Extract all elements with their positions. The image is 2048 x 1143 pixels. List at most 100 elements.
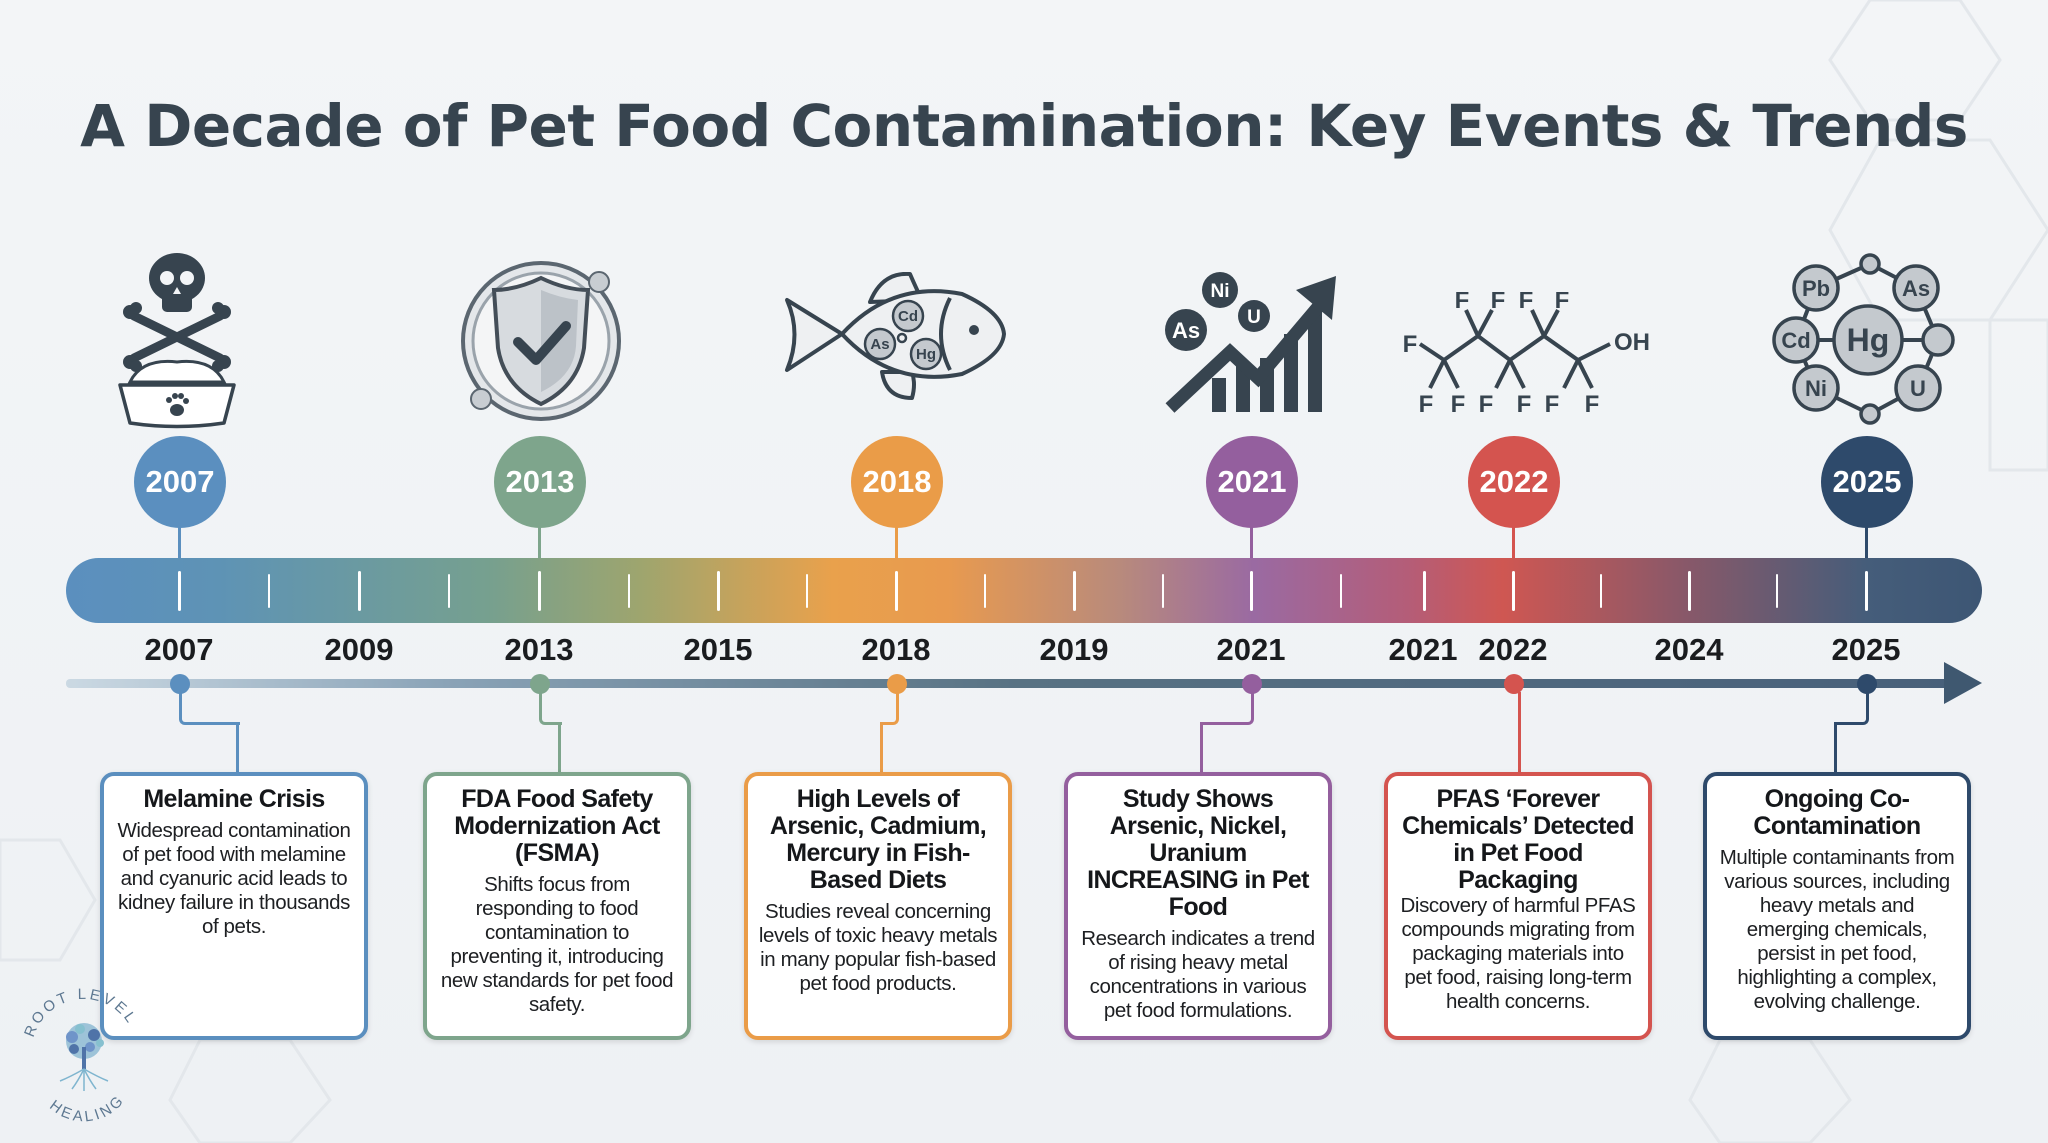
svg-text:F: F bbox=[1455, 292, 1470, 314]
card-title: Melamine Crisis bbox=[143, 785, 325, 813]
bubble-stem bbox=[178, 526, 181, 560]
axis-year-label: 2021 bbox=[1216, 632, 1286, 667]
timeline-axis-line bbox=[66, 679, 1966, 688]
bubble-stem bbox=[895, 526, 898, 560]
minor-tick bbox=[1776, 574, 1778, 608]
minor-tick bbox=[448, 574, 450, 608]
minor-tick bbox=[1600, 574, 1602, 608]
major-tick bbox=[1688, 571, 1691, 611]
svg-text:Ni: Ni bbox=[1211, 281, 1230, 302]
svg-text:F: F bbox=[1419, 391, 1434, 418]
event-card-2007: Melamine Crisis Widespread contamination… bbox=[100, 772, 368, 1040]
root-level-healing-logo: ROOT LEVEL HEALING bbox=[21, 986, 137, 1126]
bubble-stem bbox=[1865, 526, 1868, 560]
svg-text:F: F bbox=[1403, 331, 1418, 358]
card-description: Widespread contamination of pet food wit… bbox=[117, 819, 351, 938]
card-title: Study Shows Arsenic, Nickel, Uranium INC… bbox=[1087, 785, 1309, 921]
year-bubble-2022: 2022 bbox=[1468, 436, 1560, 528]
svg-text:F: F bbox=[1555, 292, 1570, 314]
svg-text:U: U bbox=[1247, 307, 1261, 328]
event-card-2013: FDA Food Safety Modernization Act (FSMA)… bbox=[423, 772, 691, 1040]
connector-line bbox=[880, 692, 899, 725]
card-title: High Levels of Arsenic, Cadmium, Mercury… bbox=[769, 785, 987, 894]
axis-year-label: 2007 bbox=[144, 632, 214, 667]
year-bubble-2013: 2013 bbox=[494, 436, 586, 528]
svg-text:As: As bbox=[1172, 318, 1200, 343]
svg-text:Pb: Pb bbox=[1802, 276, 1830, 301]
event-card-2022: PFAS ‘Forever Chemicals’ Detected in Pet… bbox=[1384, 772, 1652, 1040]
svg-text:Cd: Cd bbox=[1781, 328, 1810, 353]
event-card-2021: Study Shows Arsenic, Nickel, Uranium INC… bbox=[1064, 772, 1332, 1040]
arrow-right-icon bbox=[1944, 662, 1982, 704]
timeline-dot-2025 bbox=[1857, 674, 1877, 694]
major-tick bbox=[1423, 571, 1426, 611]
major-tick bbox=[178, 571, 181, 611]
svg-text:Ni: Ni bbox=[1805, 376, 1827, 401]
minor-tick bbox=[628, 574, 630, 608]
axis-year-label: 2022 bbox=[1478, 632, 1548, 667]
axis-year-label: 2021 bbox=[1388, 632, 1458, 667]
card-description: Research indicates a trend of rising hea… bbox=[1081, 927, 1315, 1022]
bubble-stem bbox=[1250, 526, 1253, 560]
connector-line bbox=[179, 692, 240, 725]
card-description: Discovery of harmful PFAS compounds migr… bbox=[1400, 894, 1636, 1013]
connector-line bbox=[1200, 722, 1203, 772]
major-tick bbox=[1073, 571, 1076, 611]
bubble-stem bbox=[1512, 526, 1515, 560]
year-bubble-2007: 2007 bbox=[134, 436, 226, 528]
shield-check-icon bbox=[461, 261, 621, 421]
svg-text:F: F bbox=[1451, 391, 1466, 418]
year-bubble-2018: 2018 bbox=[851, 436, 943, 528]
svg-text:HEALING: HEALING bbox=[46, 1091, 128, 1126]
year-bubble-2021: 2021 bbox=[1206, 436, 1298, 528]
minor-tick bbox=[806, 574, 808, 608]
major-tick bbox=[358, 571, 361, 611]
major-tick bbox=[1865, 571, 1868, 611]
connector-line bbox=[236, 722, 239, 772]
svg-text:F: F bbox=[1479, 391, 1494, 418]
card-description: Shifts focus from responding to food con… bbox=[440, 873, 674, 1016]
svg-text:Hg: Hg bbox=[1847, 322, 1890, 358]
connector-line bbox=[1200, 692, 1254, 725]
axis-year-label: 2024 bbox=[1654, 632, 1724, 667]
fish-heavy-metals-icon: Cd As Hg bbox=[785, 272, 1006, 400]
svg-text:F: F bbox=[1545, 391, 1560, 418]
timeline-gradient-bar bbox=[66, 558, 1982, 623]
timeline-dot-2018 bbox=[887, 674, 907, 694]
skull-crossbones-pet-bowl-icon bbox=[118, 253, 236, 429]
axis-year-label: 2015 bbox=[683, 632, 753, 667]
timeline-dot-2022 bbox=[1504, 674, 1524, 694]
year-bubble-2025: 2025 bbox=[1821, 436, 1913, 528]
minor-tick bbox=[984, 574, 986, 608]
svg-text:Cd: Cd bbox=[898, 308, 918, 325]
card-title: PFAS ‘Forever Chemicals’ Detected in Pet… bbox=[1402, 785, 1634, 894]
axis-year-label: 2013 bbox=[504, 632, 574, 667]
timeline-dot-2007 bbox=[170, 674, 190, 694]
connector-line bbox=[1834, 722, 1837, 772]
axis-year-label: 2018 bbox=[861, 632, 931, 667]
svg-text:F: F bbox=[1585, 391, 1600, 418]
axis-year-label: 2009 bbox=[324, 632, 394, 667]
minor-tick bbox=[1340, 574, 1342, 608]
axis-year-label: 2025 bbox=[1831, 632, 1901, 667]
connector-line bbox=[558, 722, 561, 772]
svg-text:Hg: Hg bbox=[916, 346, 936, 363]
connector-line bbox=[880, 722, 883, 772]
svg-text:OH: OH bbox=[1614, 329, 1650, 356]
major-tick bbox=[538, 571, 541, 611]
timeline-dot-2021 bbox=[1242, 674, 1262, 694]
rising-trend-chart-icon: As Ni U bbox=[1165, 272, 1336, 413]
svg-text:U: U bbox=[1910, 376, 1926, 401]
bubble-stem bbox=[538, 526, 541, 560]
major-tick bbox=[1512, 571, 1515, 611]
metal-cluster-molecule-icon: Pb As Cd Hg Ni U bbox=[1772, 253, 1955, 425]
major-tick bbox=[1250, 571, 1253, 611]
card-description: Studies reveal concerning levels of toxi… bbox=[758, 900, 998, 995]
connector-line bbox=[539, 692, 562, 725]
event-card-2018: High Levels of Arsenic, Cadmium, Mercury… bbox=[744, 772, 1012, 1040]
major-tick bbox=[717, 571, 720, 611]
card-description: Multiple contaminants from various sourc… bbox=[1719, 846, 1955, 1013]
page-title: A Decade of Pet Food Contamination: Key … bbox=[80, 92, 1968, 160]
svg-text:F: F bbox=[1491, 292, 1506, 314]
axis-year-label: 2019 bbox=[1039, 632, 1109, 667]
